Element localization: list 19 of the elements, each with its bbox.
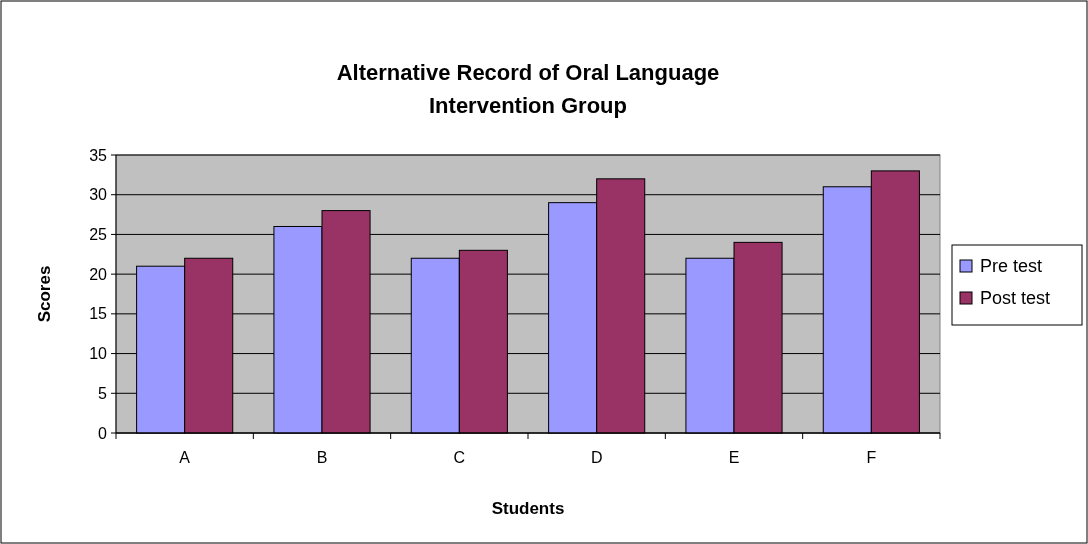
chart-title: Alternative Record of Oral Language Intervention Group [336, 60, 720, 118]
y-tick-label: 0 [98, 424, 108, 442]
legend-label: Post test [980, 288, 1051, 309]
x-tick-label: F [866, 449, 877, 466]
y-tick-label: 15 [89, 305, 108, 323]
x-axis-title: Students [491, 499, 565, 518]
y-tick-label: 5 [98, 384, 108, 402]
x-tick-label: D [590, 449, 603, 466]
legend-label: Pre test [980, 256, 1043, 277]
y-tick-label: 35 [89, 146, 108, 164]
y-axis-title: Scores [35, 265, 54, 323]
y-tick-label: 10 [89, 345, 108, 363]
x-tick-label: A [179, 449, 191, 466]
y-tick-label: 30 [89, 186, 108, 204]
x-tick-label: E [728, 449, 740, 466]
y-tick-label: 20 [89, 265, 108, 283]
y-tick-label: 25 [89, 226, 108, 244]
x-tick-label: B [316, 449, 328, 466]
x-tick-label: C [453, 449, 466, 466]
